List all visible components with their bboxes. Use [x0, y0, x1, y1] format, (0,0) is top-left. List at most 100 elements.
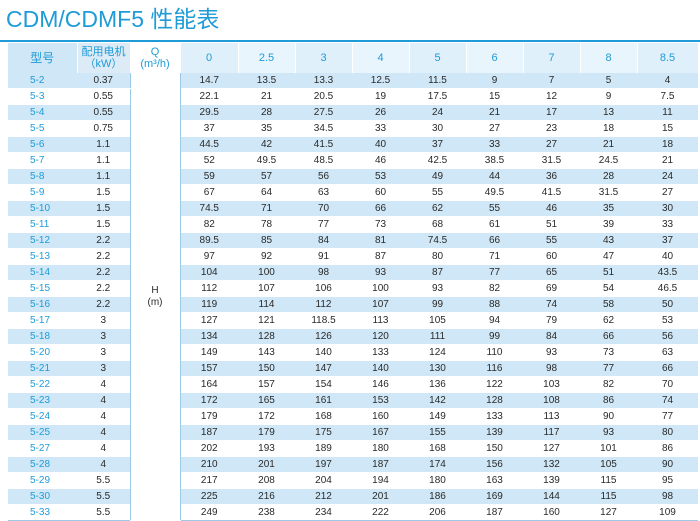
head-value-cell: 7.5 — [637, 88, 698, 105]
head-value-cell: 238 — [238, 504, 295, 521]
model-cell: 5-21 — [8, 360, 77, 377]
head-value-cell: 51 — [523, 216, 580, 233]
head-value-cell: 58 — [580, 296, 637, 313]
model-cell: 5-9 — [8, 184, 77, 201]
flow-header-5: 6 — [466, 43, 524, 73]
flow-header-4: 5 — [409, 43, 467, 73]
power-cell: 0.55 — [77, 104, 130, 121]
head-value-cell: 98 — [637, 488, 698, 505]
head-value-cell: 97 — [180, 248, 238, 265]
head-value-cell: 115 — [580, 472, 637, 489]
head-value-cell: 64 — [238, 184, 295, 201]
page-title: CDM/CDMF5 性能表 — [6, 6, 220, 32]
table-row: 5-17 3 127 121 118.5 113 105 94 79 62 53 — [8, 312, 698, 329]
head-value-cell: 115 — [580, 488, 637, 505]
head-value-cell: 201 — [352, 488, 409, 505]
head-value-cell: 168 — [295, 408, 352, 425]
head-value-cell: 90 — [580, 408, 637, 425]
head-value-cell: 107 — [352, 296, 409, 313]
head-value-cell: 30 — [409, 120, 466, 137]
head-value-cell: 93 — [352, 264, 409, 281]
head-value-cell: 212 — [295, 488, 352, 505]
power-header-line1: 配用电机 — [81, 46, 126, 58]
head-value-cell: 93 — [580, 424, 637, 441]
head-value-cell: 122 — [466, 376, 523, 393]
head-value-cell: 55 — [466, 200, 523, 217]
performance-table: 型号 配用电机 （kW） Q (m³/h) 0 2.5 3 4 5 6 7 8 … — [8, 43, 699, 521]
head-value-cell: 56 — [637, 328, 698, 345]
head-value-cell: 77 — [580, 360, 637, 377]
model-cell: 5-6 — [8, 136, 77, 153]
table-row: 5-14 2.2 104 100 98 93 87 77 65 51 43.5 — [8, 264, 698, 281]
head-value-cell: 29.5 — [180, 104, 238, 121]
head-value-cell: 161 — [295, 392, 352, 409]
model-cell: 5-27 — [8, 440, 77, 457]
head-value-cell: 146 — [352, 376, 409, 393]
head-value-cell: 140 — [352, 360, 409, 377]
head-value-cell: 175 — [295, 424, 352, 441]
head-value-cell: 63 — [295, 184, 352, 201]
head-value-cell: 187 — [466, 504, 523, 521]
head-value-cell: 66 — [466, 232, 523, 249]
model-cell: 5-15 — [8, 280, 77, 297]
head-value-cell: 48.5 — [295, 152, 352, 169]
head-value-cell: 60 — [523, 248, 580, 265]
head-value-cell: 172 — [180, 392, 238, 409]
head-value-cell: 28 — [238, 104, 295, 121]
head-value-cell: 90 — [637, 456, 698, 473]
head-value-cell: 180 — [352, 440, 409, 457]
head-value-cell: 74 — [523, 296, 580, 313]
head-value-cell: 44.5 — [180, 136, 238, 153]
model-column-header: 型号 — [8, 43, 78, 73]
head-value-cell: 155 — [409, 424, 466, 441]
head-value-cell: 201 — [238, 456, 295, 473]
head-value-cell: 81 — [352, 232, 409, 249]
power-cell: 5.5 — [77, 488, 130, 505]
head-value-cell: 179 — [238, 424, 295, 441]
head-value-cell: 208 — [238, 472, 295, 489]
head-value-cell: 105 — [580, 456, 637, 473]
head-value-cell: 24 — [637, 168, 698, 185]
header-top-rule — [0, 40, 700, 42]
head-value-cell: 78 — [238, 216, 295, 233]
head-value-cell: 51 — [580, 264, 637, 281]
model-cell: 5-16 — [8, 296, 77, 313]
flow-header-1: 2.5 — [238, 43, 296, 73]
head-value-cell: 79 — [523, 312, 580, 329]
head-value-cell: 187 — [180, 424, 238, 441]
head-value-cell: 186 — [409, 488, 466, 505]
head-value-cell: 21 — [580, 136, 637, 153]
table-row: 5-8 1.1 59 57 56 53 49 44 36 28 24 — [8, 168, 698, 185]
power-cell: 0.55 — [77, 88, 130, 105]
power-cell: 0.75 — [77, 120, 130, 137]
power-cell: 2.2 — [77, 296, 130, 313]
head-value-cell: 80 — [637, 424, 698, 441]
head-value-cell: 14.7 — [180, 73, 238, 89]
head-value-cell: 113 — [352, 312, 409, 329]
head-value-cell: 77 — [466, 264, 523, 281]
head-value-cell: 180 — [409, 472, 466, 489]
head-value-cell: 37 — [180, 120, 238, 137]
head-value-cell: 93 — [523, 344, 580, 361]
head-value-cell: 94 — [466, 312, 523, 329]
head-value-cell: 67 — [180, 184, 238, 201]
head-value-cell: 42.5 — [409, 152, 466, 169]
head-value-cell: 33 — [352, 120, 409, 137]
table-row: 5-16 2.2 119 114 112 107 99 88 74 58 50 — [8, 296, 698, 313]
head-value-cell: 106 — [295, 280, 352, 297]
head-value-cell: 105 — [409, 312, 466, 329]
head-value-cell: 19 — [352, 88, 409, 105]
head-value-cell: 179 — [180, 408, 238, 425]
head-value-cell: 55 — [409, 184, 466, 201]
power-cell: 4 — [77, 392, 130, 409]
head-value-cell: 163 — [466, 472, 523, 489]
head-value-cell: 26 — [352, 104, 409, 121]
power-cell: 0.37 — [77, 73, 130, 89]
head-value-cell: 46.5 — [637, 280, 698, 297]
head-value-cell: 13.5 — [238, 73, 295, 89]
head-value-cell: 124 — [409, 344, 466, 361]
power-cell: 1.5 — [77, 200, 130, 217]
flow-axis-header: Q (m³/h) — [130, 43, 181, 73]
head-value-cell: 66 — [580, 328, 637, 345]
head-value-cell: 71 — [238, 200, 295, 217]
